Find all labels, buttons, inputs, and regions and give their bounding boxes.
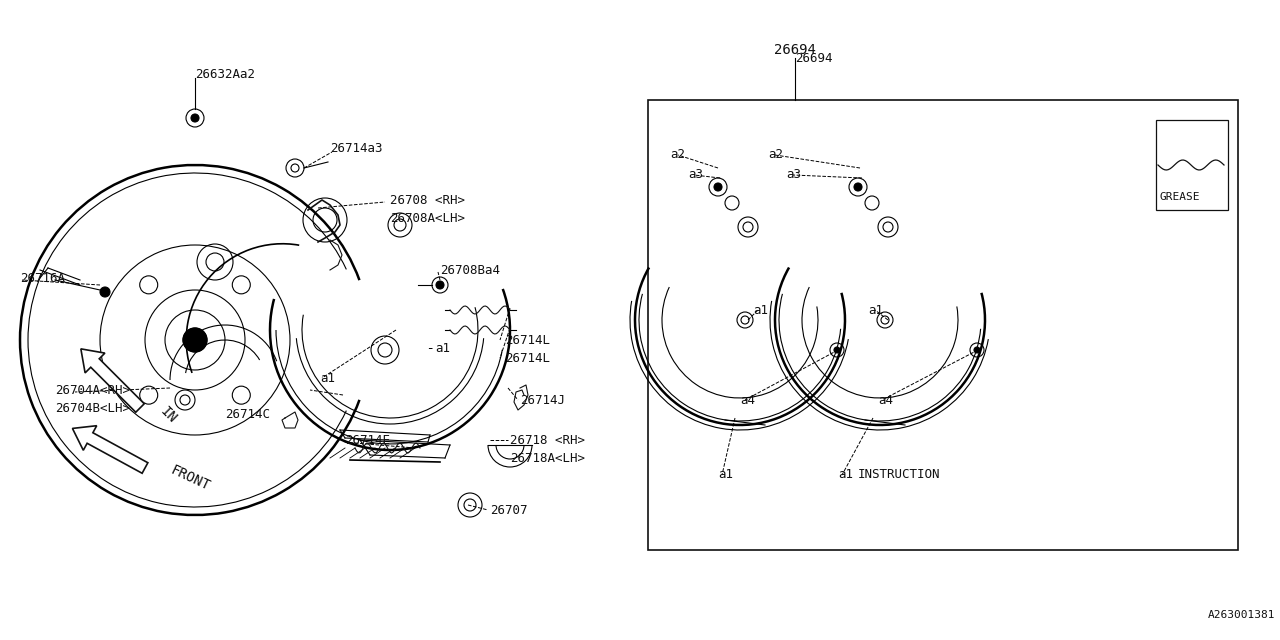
Text: a2: a2 [768, 148, 783, 161]
Text: IN: IN [157, 404, 179, 426]
Text: a1: a1 [868, 303, 883, 317]
Text: 26714a3: 26714a3 [330, 141, 383, 154]
Text: A263001381: A263001381 [1207, 610, 1275, 620]
Text: FRONT: FRONT [168, 463, 212, 493]
Circle shape [714, 183, 722, 191]
Text: 26714C: 26714C [225, 408, 270, 422]
Circle shape [974, 347, 980, 353]
Text: 26694: 26694 [795, 51, 832, 65]
Text: INSTRUCTION: INSTRUCTION [858, 468, 941, 481]
Bar [1156, 120, 1228, 210]
FancyArrow shape [73, 426, 148, 473]
Text: a4: a4 [740, 394, 755, 406]
Text: a3: a3 [786, 168, 801, 182]
Circle shape [183, 328, 207, 352]
Text: 26708 <RH>: 26708 <RH> [390, 193, 465, 207]
Text: a1: a1 [718, 468, 733, 481]
Text: 26708Ba4: 26708Ba4 [440, 264, 500, 276]
Text: 26707: 26707 [490, 504, 527, 516]
Text: 26714E: 26714E [346, 433, 390, 447]
Text: a1: a1 [753, 303, 768, 317]
Text: 26694: 26694 [774, 43, 815, 57]
Text: 26718A<LH>: 26718A<LH> [509, 451, 585, 465]
Text: a1: a1 [435, 342, 451, 355]
Text: a1: a1 [838, 468, 852, 481]
Text: 26632Aa2: 26632Aa2 [195, 68, 255, 81]
Text: 26714L: 26714L [506, 351, 550, 365]
Circle shape [835, 347, 840, 353]
Text: 26708A<LH>: 26708A<LH> [390, 211, 465, 225]
Text: 26718 <RH>: 26718 <RH> [509, 433, 585, 447]
Text: 26716A: 26716A [20, 271, 65, 285]
Text: a1: a1 [320, 371, 335, 385]
Text: GREASE: GREASE [1160, 192, 1201, 202]
Bar [648, 100, 1238, 550]
Text: 26704B<LH>: 26704B<LH> [55, 401, 131, 415]
Circle shape [191, 114, 198, 122]
Circle shape [854, 183, 861, 191]
Text: a4: a4 [878, 394, 893, 406]
Text: a2: a2 [669, 148, 685, 161]
Text: 26704A<RH>: 26704A<RH> [55, 383, 131, 397]
Text: 26714L: 26714L [506, 333, 550, 346]
FancyArrow shape [81, 349, 145, 412]
Text: 26714J: 26714J [520, 394, 564, 406]
Circle shape [436, 281, 444, 289]
Circle shape [100, 287, 110, 297]
Text: a3: a3 [689, 168, 703, 182]
